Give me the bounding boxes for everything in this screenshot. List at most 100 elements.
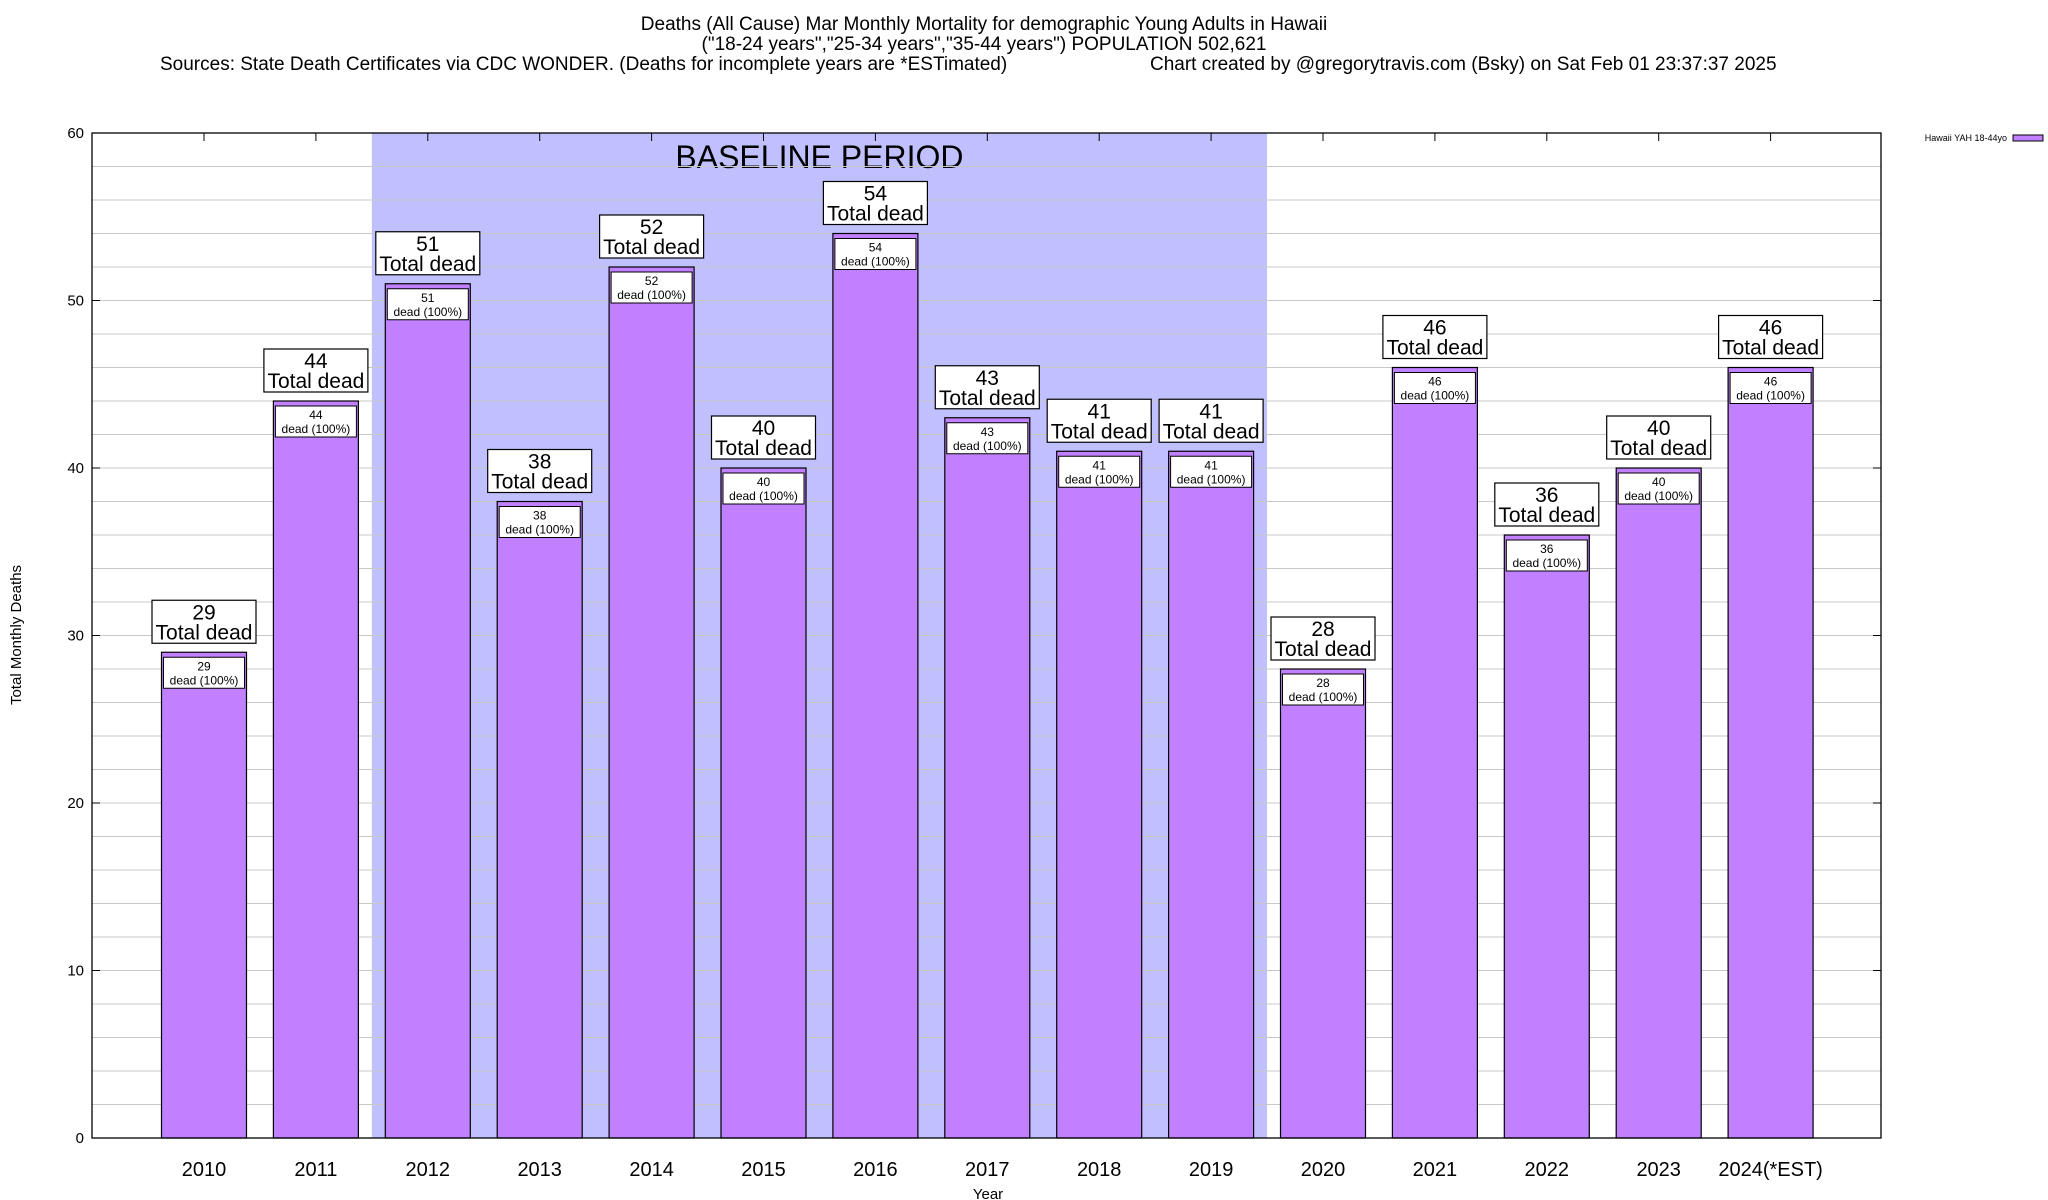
x-tick-label: 2022	[1525, 1159, 1570, 1181]
inner-label-box	[946, 422, 1029, 455]
top-label-box	[1158, 398, 1264, 443]
top-label-box	[1046, 398, 1152, 443]
inner-label-text: dead (100%)	[282, 422, 351, 436]
top-label-box	[822, 180, 929, 226]
top-label-text: Total dead	[267, 370, 364, 393]
bar	[832, 232, 919, 1139]
x-tick-label: 2020	[1301, 1159, 1346, 1181]
inner-label-text: dead (100%)	[729, 489, 798, 503]
bar	[720, 467, 807, 1139]
inner-label-text: dead (100%)	[953, 439, 1022, 453]
top-label-text: Total dead	[827, 203, 924, 226]
chart-subtitle: ("18-24 years","25-34 years","35-44 year…	[702, 34, 1267, 55]
y-axis-label: Total Monthly Deaths	[8, 565, 25, 705]
inner-label-text: dead (100%)	[617, 288, 686, 302]
bar	[1615, 467, 1702, 1139]
top-label-value: 51	[416, 233, 439, 256]
x-tick-label: 2014	[629, 1159, 674, 1181]
inner-label-box	[163, 656, 245, 689]
inner-label-box	[1282, 673, 1364, 706]
inner-label-value: 40	[757, 475, 771, 489]
bar	[1727, 366, 1814, 1139]
inner-label-value: 52	[645, 274, 659, 288]
inner-label-value: 29	[197, 659, 211, 673]
top-label-box	[1494, 482, 1600, 527]
top-label-text: Total dead	[939, 387, 1036, 410]
top-label-value: 29	[192, 601, 215, 624]
inner-label-box	[498, 506, 581, 538]
inner-label-value: 41	[1204, 458, 1218, 472]
top-label-value: 43	[976, 367, 999, 390]
y-tick-label: 50	[67, 293, 84, 310]
top-label-text: Total dead	[1386, 337, 1483, 360]
x-axis-label: Year	[973, 1186, 1003, 1200]
y-tick-label: 20	[67, 795, 84, 812]
top-label-box	[710, 415, 817, 460]
bar	[1167, 450, 1255, 1139]
inner-label-text: dead (100%)	[1624, 489, 1693, 503]
top-label-text: Total dead	[715, 437, 812, 460]
inner-label-text: dead (100%)	[1289, 690, 1358, 704]
bar	[272, 400, 359, 1139]
inner-label-value: 46	[1428, 375, 1442, 389]
x-tick-label: 2012	[406, 1159, 451, 1181]
bar	[160, 651, 248, 1139]
chart-title: Deaths (All Cause) Mar Monthly Mortality…	[641, 14, 1327, 35]
bar	[1391, 366, 1479, 1139]
top-label-value: 38	[528, 451, 551, 474]
inner-label-box	[274, 405, 357, 438]
top-label-value: 36	[1535, 484, 1558, 507]
inner-label-value: 40	[1652, 475, 1666, 489]
inner-label-box	[722, 472, 805, 505]
top-label-box	[487, 448, 593, 494]
inner-label-text: dead (100%)	[1177, 472, 1246, 486]
y-tick-label: 0	[76, 1130, 84, 1147]
top-label-value: 44	[304, 350, 328, 373]
top-label-text: Total dead	[1275, 638, 1372, 661]
inner-label-text: dead (100%)	[393, 305, 462, 319]
top-label-box	[1270, 616, 1376, 661]
y-tick-label: 10	[67, 963, 84, 980]
top-label-value: 40	[1647, 417, 1670, 440]
top-label-text: Total dead	[1163, 420, 1260, 443]
bar	[496, 500, 583, 1139]
inner-label-value: 36	[1540, 542, 1554, 556]
y-tick-label: 30	[67, 628, 84, 645]
inner-label-text: dead (100%)	[170, 673, 239, 687]
top-label-text: Total dead	[1722, 337, 1819, 360]
inner-label-value: 41	[1093, 458, 1107, 472]
top-label-text: Total dead	[603, 236, 700, 259]
legend-swatch	[2012, 134, 2044, 142]
x-tick-label: 2017	[965, 1159, 1010, 1181]
top-label-value: 40	[752, 417, 775, 440]
top-label-text: Total dead	[1051, 420, 1148, 443]
top-label-box	[375, 231, 481, 276]
top-label-value: 52	[640, 216, 663, 239]
bar	[1503, 534, 1590, 1139]
inner-label-text: dead (100%)	[841, 255, 910, 269]
x-tick-label: 2015	[741, 1159, 786, 1181]
inner-label-value: 38	[533, 509, 547, 523]
x-tick-label: 2019	[1189, 1159, 1234, 1181]
inner-label-box	[1170, 455, 1253, 488]
top-label-value: 41	[1088, 400, 1111, 423]
chart-sources: Sources: State Death Certificates via CD…	[160, 54, 1007, 75]
top-label-box	[263, 348, 369, 393]
inner-label-box	[1058, 455, 1141, 488]
top-label-value: 28	[1311, 618, 1334, 641]
inner-label-box	[610, 271, 693, 304]
top-label-box	[598, 214, 705, 259]
inner-label-box	[834, 238, 917, 270]
y-tick-label: 60	[67, 125, 84, 142]
top-label-box	[1382, 314, 1488, 360]
top-label-value: 41	[1199, 400, 1222, 423]
x-tick-label: 2013	[517, 1159, 562, 1181]
inner-label-box	[1617, 472, 1700, 505]
x-tick-label: 2011	[294, 1159, 337, 1181]
x-tick-label: 2024(*EST)	[1718, 1159, 1823, 1181]
top-label-text: Total dead	[491, 471, 588, 494]
top-label-box	[1606, 415, 1712, 460]
inner-label-text: dead (100%)	[1065, 472, 1134, 486]
top-label-box	[1717, 314, 1824, 360]
